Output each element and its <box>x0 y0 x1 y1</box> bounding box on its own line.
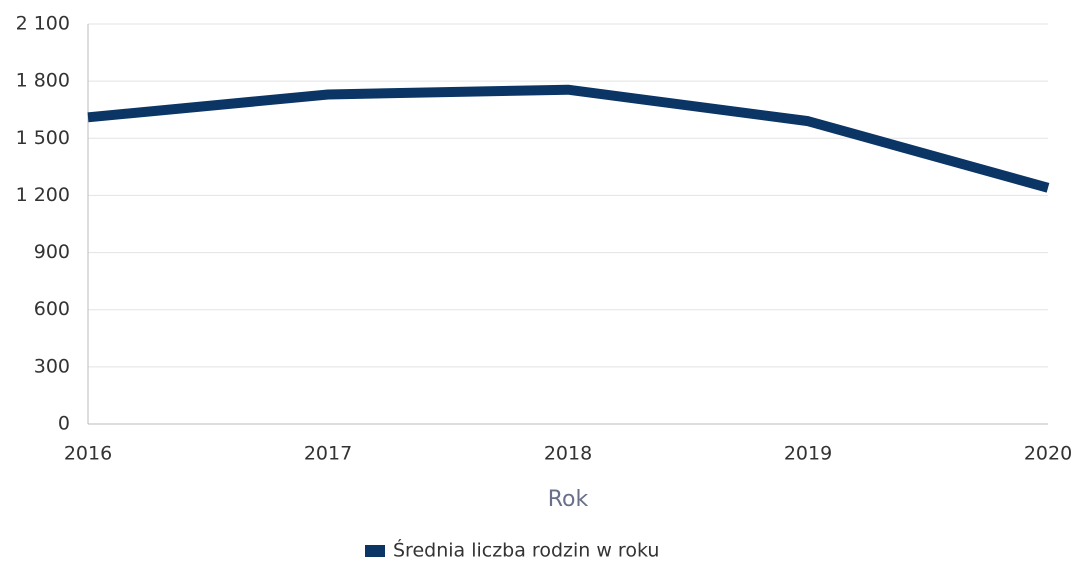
x-axis-label: Rok <box>548 487 589 512</box>
x-tick-label: 2017 <box>304 443 352 465</box>
y-tick-label: 300 <box>34 355 70 377</box>
y-tick-label: 0 <box>58 413 70 435</box>
y-tick-label: 900 <box>34 241 70 263</box>
y-tick-label: 1 200 <box>16 184 70 206</box>
data-line <box>87 84 1050 193</box>
x-tick-label: 2018 <box>544 443 592 465</box>
y-tick-label: 1 800 <box>16 70 70 92</box>
legend-swatch <box>365 545 385 557</box>
y-tick-label: 2 100 <box>16 13 70 35</box>
x-tick-label: 2020 <box>1024 443 1072 465</box>
x-tick-label: 2019 <box>784 443 832 465</box>
y-tick-label: 1 500 <box>16 127 70 149</box>
y-tick-label: 600 <box>34 298 70 320</box>
legend-label: Średnia liczba rodzin w roku <box>393 538 659 561</box>
x-tick-label: 2016 <box>64 443 112 465</box>
